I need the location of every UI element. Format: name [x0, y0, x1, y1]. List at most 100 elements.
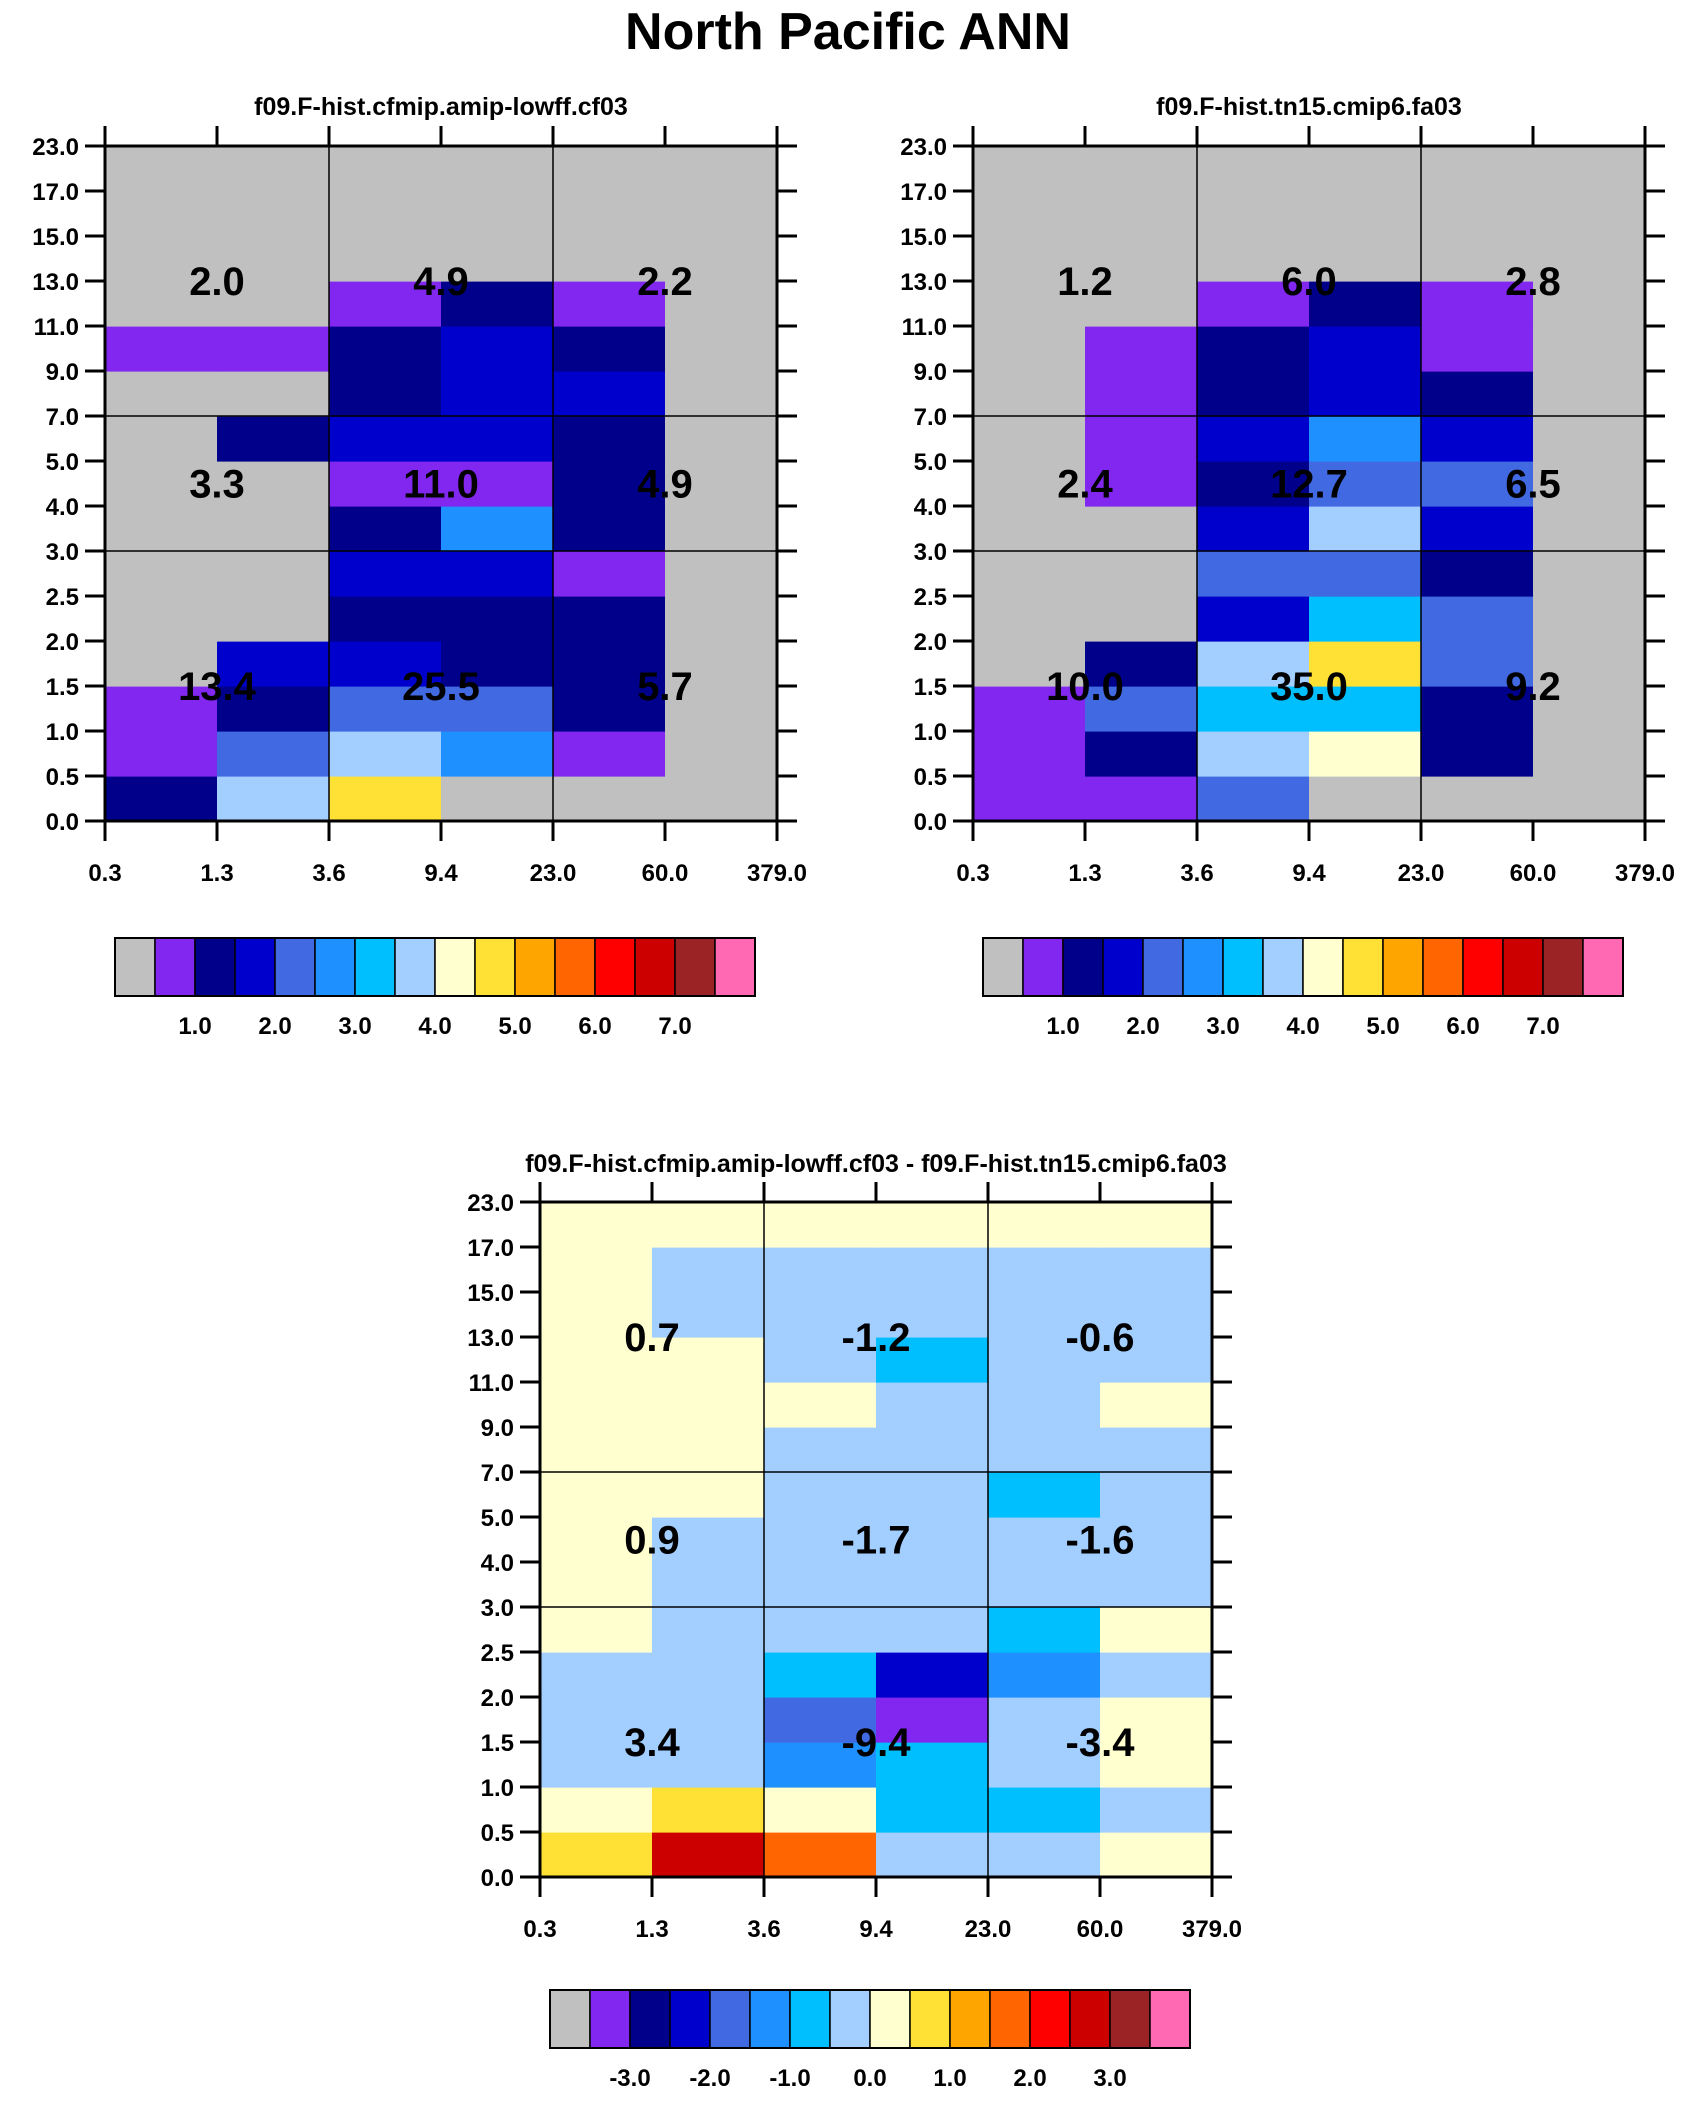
histogram-cell — [329, 506, 442, 552]
histogram-cell — [1309, 281, 1422, 327]
colorbar-label: 5.0 — [498, 1013, 531, 1040]
histogram-cell — [329, 191, 442, 237]
histogram-cell — [1085, 146, 1198, 192]
x-tick-label: 379.0 — [1615, 860, 1675, 887]
histogram-cell — [876, 1832, 989, 1878]
histogram-cell — [1085, 641, 1198, 687]
panel-difference: f09.F-hist.cfmip.amip-lowff.cf03 - f09.F… — [420, 1140, 1300, 2103]
histogram-cell — [1533, 551, 1646, 597]
histogram-cell — [105, 506, 218, 552]
x-tick-label: 9.4 — [1292, 860, 1326, 887]
histogram-cell — [988, 1652, 1101, 1698]
y-tick-label: 2.5 — [481, 1640, 514, 1667]
histogram-cell — [764, 1562, 877, 1608]
histogram-cell — [1197, 686, 1310, 732]
colorbar-label: 4.0 — [1286, 1013, 1319, 1040]
y-tick-label: 11.0 — [34, 314, 79, 341]
histogram-cell — [540, 1202, 653, 1248]
histogram-cell — [540, 1427, 653, 1473]
histogram-cell — [652, 1472, 765, 1518]
histogram-cell — [988, 1832, 1101, 1878]
x-tick-label: 23.0 — [965, 1916, 1012, 1943]
chart-title: f09.F-hist.tn15.cmip6.fa03 — [1156, 93, 1462, 121]
histogram-cell — [1309, 191, 1422, 237]
histogram-cell — [988, 1697, 1101, 1743]
histogram-cell — [764, 1292, 877, 1338]
histogram-cell — [1421, 686, 1534, 732]
colorbar-box — [1582, 937, 1624, 997]
histogram-cell — [329, 326, 442, 372]
histogram-cell — [329, 416, 442, 462]
histogram-cell — [988, 1202, 1101, 1248]
histogram-cell — [876, 1607, 989, 1653]
histogram-cell — [988, 1292, 1101, 1338]
histogram-cell — [441, 461, 554, 507]
histogram-cell — [329, 686, 442, 732]
histogram-cell — [1197, 461, 1310, 507]
colorbar-box — [1422, 937, 1464, 997]
histogram-cell — [652, 1382, 765, 1428]
histogram-cell — [1533, 686, 1646, 732]
y-tick-label: 4.0 — [481, 1550, 514, 1577]
histogram-cell — [1100, 1787, 1213, 1833]
histogram-cell — [665, 686, 778, 732]
histogram-cell — [1085, 326, 1198, 372]
colorbar-label: 3.0 — [1206, 1013, 1239, 1040]
region-total-label: -1.7 — [842, 1519, 911, 1563]
histogram-cell — [665, 326, 778, 372]
colorbar-box — [589, 1989, 631, 2049]
colorbar-box — [789, 1989, 831, 2049]
y-tick-label: 15.0 — [32, 224, 79, 251]
y-tick-label: 9.0 — [481, 1415, 514, 1442]
histogram-cell — [1100, 1247, 1213, 1293]
histogram-cell — [988, 1562, 1101, 1608]
histogram-cell — [1533, 506, 1646, 552]
colorbar-label: 6.0 — [1446, 1013, 1479, 1040]
colorbar-box — [474, 937, 516, 997]
histogram-cell — [1421, 236, 1534, 282]
y-tick-label: 2.5 — [46, 584, 79, 611]
histogram-cell — [764, 1337, 877, 1383]
histogram-cell — [553, 776, 666, 822]
histogram-cell — [973, 281, 1086, 327]
y-tick-label: 0.5 — [481, 1820, 514, 1847]
colorbar-box — [514, 937, 556, 997]
histogram-cell — [1085, 281, 1198, 327]
colorbar-box — [194, 937, 236, 997]
histogram-cell — [217, 551, 330, 597]
y-tick-label: 4.0 — [46, 494, 79, 521]
histogram-cell — [553, 551, 666, 597]
histogram-cell — [988, 1742, 1101, 1788]
histogram-cell — [973, 236, 1086, 282]
histogram-cell — [876, 1202, 989, 1248]
histogram-cell — [540, 1787, 653, 1833]
histogram-cell — [105, 686, 218, 732]
histogram-cell — [105, 461, 218, 507]
y-tick-label: 2.5 — [914, 584, 947, 611]
region-total-label: 6.0 — [1281, 260, 1337, 304]
histogram-cell — [1309, 371, 1422, 417]
histogram-cell — [105, 371, 218, 417]
colorbar-box — [829, 1989, 871, 2049]
histogram-cell — [988, 1472, 1101, 1518]
histogram-cell — [652, 1247, 765, 1293]
histogram-cell — [329, 641, 442, 687]
histogram-cell — [1197, 731, 1310, 777]
histogram-cell — [1309, 596, 1422, 642]
histogram-cell — [1421, 461, 1534, 507]
histogram-cell — [105, 281, 218, 327]
histogram-cell — [1421, 371, 1534, 417]
histogram-cell — [540, 1697, 653, 1743]
histogram-cell — [876, 1337, 989, 1383]
histogram-cell — [1533, 641, 1646, 687]
colorbar-label: 4.0 — [418, 1013, 451, 1040]
histogram-cell — [441, 191, 554, 237]
colorbar-label: 3.0 — [1093, 2065, 1126, 2092]
histogram-cell — [1421, 641, 1534, 687]
chart-title: f09.F-hist.cfmip.amip-lowff.cf03 — [254, 93, 628, 121]
histogram-cell — [105, 551, 218, 597]
x-tick-label: 1.3 — [200, 860, 233, 887]
region-total-label: 4.9 — [637, 463, 693, 507]
y-tick-label: 2.0 — [914, 629, 947, 656]
y-tick-label: 13.0 — [467, 1325, 514, 1352]
